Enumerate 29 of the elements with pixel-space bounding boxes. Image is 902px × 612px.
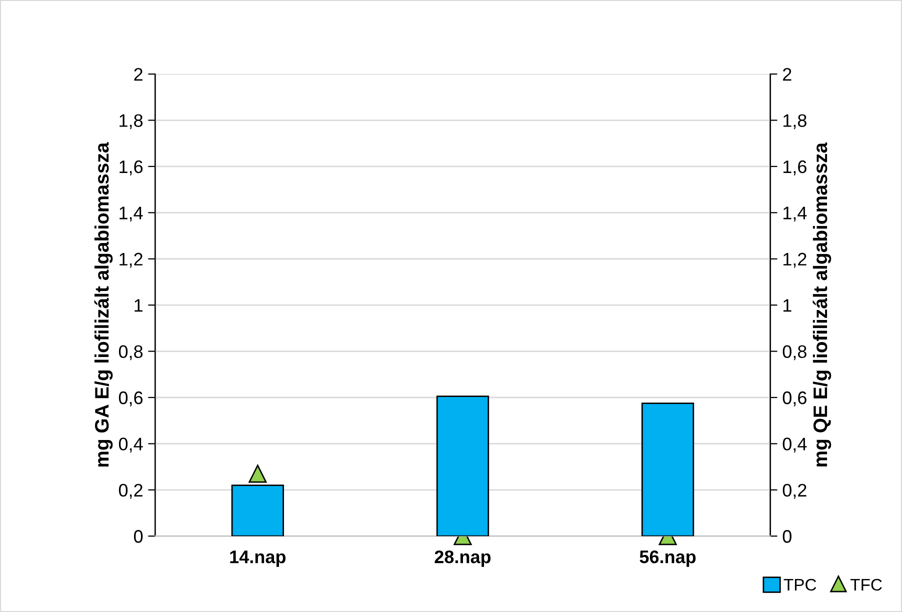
y2-tick-label: 1,2 — [783, 252, 806, 268]
y2-tick-label: 1,4 — [783, 206, 807, 222]
y2-tick-label: 1,6 — [783, 160, 806, 176]
y-tick-label: 1,4 — [120, 206, 143, 222]
y-tick-label: 2 — [134, 68, 142, 81]
y2-tick-label: 2 — [783, 68, 792, 81]
y2-tick-label: 0,4 — [782, 438, 807, 453]
y-tick-label: 0,4 — [118, 438, 143, 453]
legend-label: TFC — [850, 578, 882, 591]
y-tick-label: 0,6 — [118, 391, 143, 406]
y-tick-label: 0,2 — [118, 484, 142, 499]
y-tick-label: 1,6 — [120, 160, 143, 176]
y2-tick-label: 1 — [783, 299, 792, 312]
y-tick-label: 1,8 — [120, 114, 143, 130]
legend-label: TPC — [784, 578, 816, 591]
y2-tick-label: 1,8 — [783, 114, 806, 130]
y2-axis-title: mg QE E/g liofilizált algabiomassza — [812, 142, 832, 466]
y-tick-label: 1,2 — [120, 252, 142, 268]
x-tick-label: 28.nap — [434, 550, 491, 567]
y2-tick-label: 0,8 — [782, 345, 806, 360]
y-tick-label: 0,8 — [118, 345, 143, 360]
y-tick-label: 1 — [134, 299, 142, 312]
y-tick-label: 0 — [134, 530, 143, 543]
y-axis-title: mg GA E/g liofilizált algabiomassza — [94, 142, 113, 467]
y2-tick-label: 0,2 — [782, 484, 806, 499]
y2-tick-label: 0,6 — [782, 391, 806, 406]
x-tick-label: 56.nap — [640, 550, 696, 567]
x-tick-label: 14.nap — [230, 550, 286, 567]
y2-tick-label: 0 — [782, 530, 792, 543]
